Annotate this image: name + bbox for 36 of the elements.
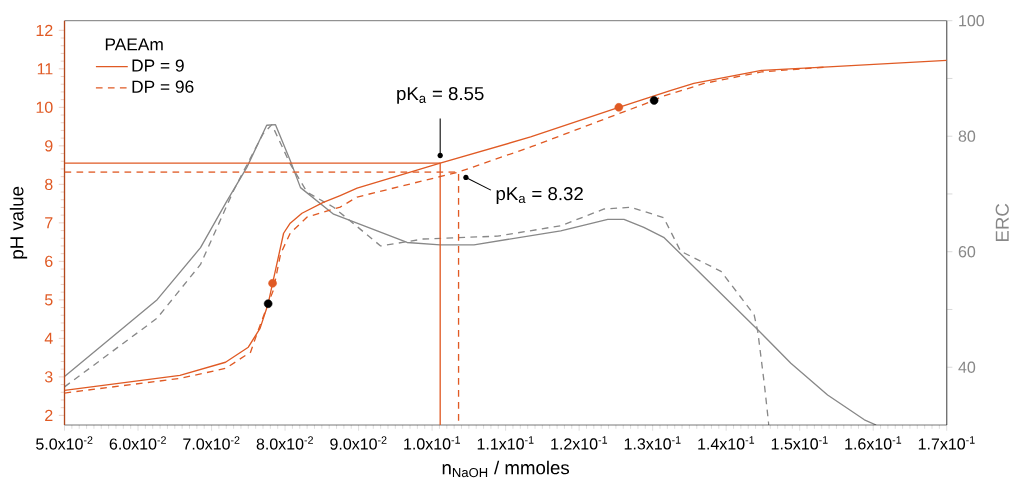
x-tick-label: 1.6x10$^{-1}$: [845, 436, 902, 450]
x-tick-label: 5.0x10$^{-2}$: [36, 436, 93, 450]
y-tick-label: 7: [45, 217, 53, 229]
y-tick-label: 4: [44, 332, 53, 344]
x-tick-label: 1.5x10$^{-1}$: [771, 436, 828, 450]
legend-label: DP = 9: [132, 59, 184, 72]
x-tick-label: 1.2x10$^{-1}$: [551, 436, 608, 450]
x-axis-title: n$_{NaOH}$ / mmoles: [442, 460, 570, 478]
y2-tick-label: 40: [958, 361, 976, 373]
y-tick-label: 6: [45, 255, 53, 268]
y-tick-label: 9: [45, 140, 53, 152]
annotation: pK$_{a}$ = 8.32: [496, 187, 583, 204]
y2-axis-title: ERC: [995, 203, 1009, 242]
legend-title: PAEAm: [105, 38, 163, 51]
x-tick-label: 1.1x10$^{-1}$: [477, 436, 534, 450]
x-tick-label: 1.0x10$^{-1}$: [404, 436, 461, 450]
y-tick-label: 12: [36, 24, 53, 36]
legend-label: DP = 96: [132, 80, 194, 93]
x-tick-label: 9.0x10$^{-2}$: [330, 436, 387, 450]
y-tick-label: 8: [45, 178, 53, 190]
x-tick-label: 1.4x10$^{-1}$: [698, 436, 755, 450]
y-tick-label: 11: [37, 63, 53, 75]
y2-tick-label: 100: [959, 15, 985, 27]
y2-tick-label: 60: [958, 246, 976, 258]
y-tick-label: 3: [44, 371, 53, 383]
y-tick-label: 10: [36, 101, 53, 113]
annotation: pK$_{a}$ = 8.55: [397, 86, 484, 104]
y2-tick-label: 80: [958, 130, 976, 142]
x-tick-label: 7.0x10$^{-2}$: [183, 436, 240, 450]
x-tick-label: 1.7x10$^{-1}$: [918, 436, 975, 450]
y-tick-label: 5: [44, 294, 53, 306]
x-tick-label: 8.0x10$^{-2}$: [256, 436, 313, 450]
x-tick-label: 6.0x10$^{-2}$: [109, 436, 166, 450]
y-tick-label: 2: [45, 409, 53, 421]
y-axis-title: pH value: [9, 186, 28, 259]
x-tick-label: 1.3x10$^{-1}$: [624, 436, 681, 450]
